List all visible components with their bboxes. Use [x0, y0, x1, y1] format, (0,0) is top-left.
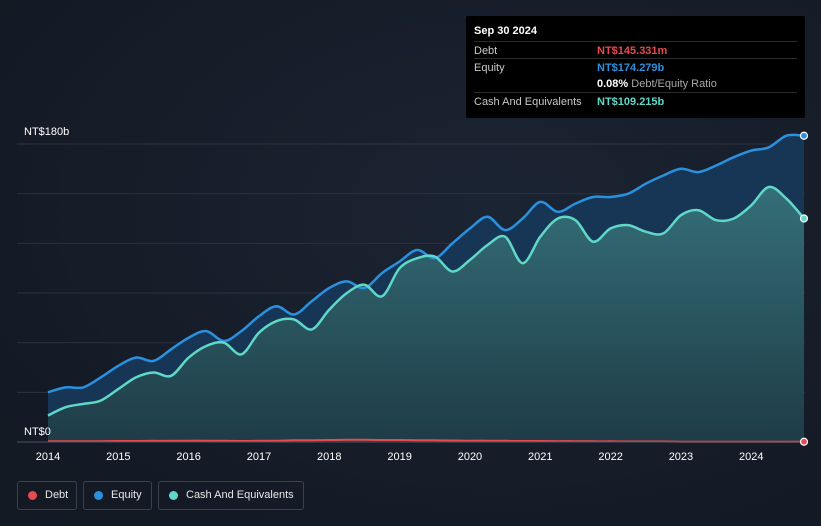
- cash-area: [48, 186, 804, 442]
- x-tick-label: 2019: [387, 451, 411, 463]
- x-tick-label: 2014: [36, 451, 60, 463]
- end-markers: [799, 131, 809, 446]
- x-tick-label: 2015: [106, 451, 130, 463]
- x-tick-label: 2022: [598, 451, 622, 463]
- legend-debt[interactable]: Debt: [17, 481, 77, 510]
- x-tick-label: 2020: [458, 451, 482, 463]
- tooltip-ratio-value: 0.08%: [597, 78, 629, 90]
- tooltip-equity-label: Equity: [474, 62, 505, 74]
- legend-cash-label: Cash And Equivalents: [186, 489, 294, 501]
- x-tick-label: 2017: [247, 451, 271, 463]
- tooltip-debt-row: Debt NT$145.331m: [474, 41, 797, 59]
- y-tick-label-top: NT$180b: [24, 126, 69, 138]
- x-tick-label: 2023: [669, 451, 693, 463]
- cash-dot-icon: [169, 491, 178, 500]
- legend-debt-label: Debt: [45, 489, 69, 501]
- debt-dot-icon: [28, 491, 37, 500]
- y-tick-label-bottom: NT$0: [24, 426, 51, 438]
- x-tick-label: 2024: [739, 451, 763, 463]
- tooltip-equity-row: Equity NT$174.279b: [474, 58, 797, 76]
- tooltip-cash-value: NT$109.215b: [597, 96, 665, 108]
- legend-cash[interactable]: Cash And Equivalents: [158, 481, 304, 510]
- equity-end-marker: [799, 131, 809, 140]
- x-tick-label: 2016: [176, 451, 200, 463]
- x-tick-label: 2021: [528, 451, 552, 463]
- tooltip-equity-value: NT$174.279b: [597, 62, 665, 74]
- series-areas: [48, 134, 804, 442]
- tooltip-cash-row: Cash And Equivalents NT$109.215b: [474, 92, 797, 110]
- tooltip-debt-label: Debt: [474, 45, 498, 57]
- legend-equity[interactable]: Equity: [83, 481, 152, 510]
- equity-dot-icon: [94, 491, 103, 500]
- tooltip-cash-label: Cash And Equivalents: [474, 96, 582, 108]
- x-tick-labels: 2014 2015 2016 2017 2018 2019 2020 2021 2022 2023…: [36, 451, 764, 463]
- tooltip-date: Sep 30 2024: [474, 25, 537, 37]
- cash-line: [47, 185, 805, 417]
- x-tick-label: 2018: [317, 451, 341, 463]
- tooltip-panel: Sep 30 2024 Debt NT$145.331m Equity NT$1…: [466, 16, 805, 118]
- tooltip-debt-value: NT$145.331m: [597, 45, 668, 57]
- tooltip-ratio-row: 0.08% Debt/Equity Ratio: [474, 75, 797, 92]
- tooltip-ratio-label: Debt/Equity Ratio: [631, 78, 717, 90]
- equity-line: [47, 133, 805, 394]
- legend-equity-label: Equity: [111, 489, 142, 501]
- debt-end-marker: [799, 437, 809, 446]
- cash-end-marker: [799, 214, 809, 223]
